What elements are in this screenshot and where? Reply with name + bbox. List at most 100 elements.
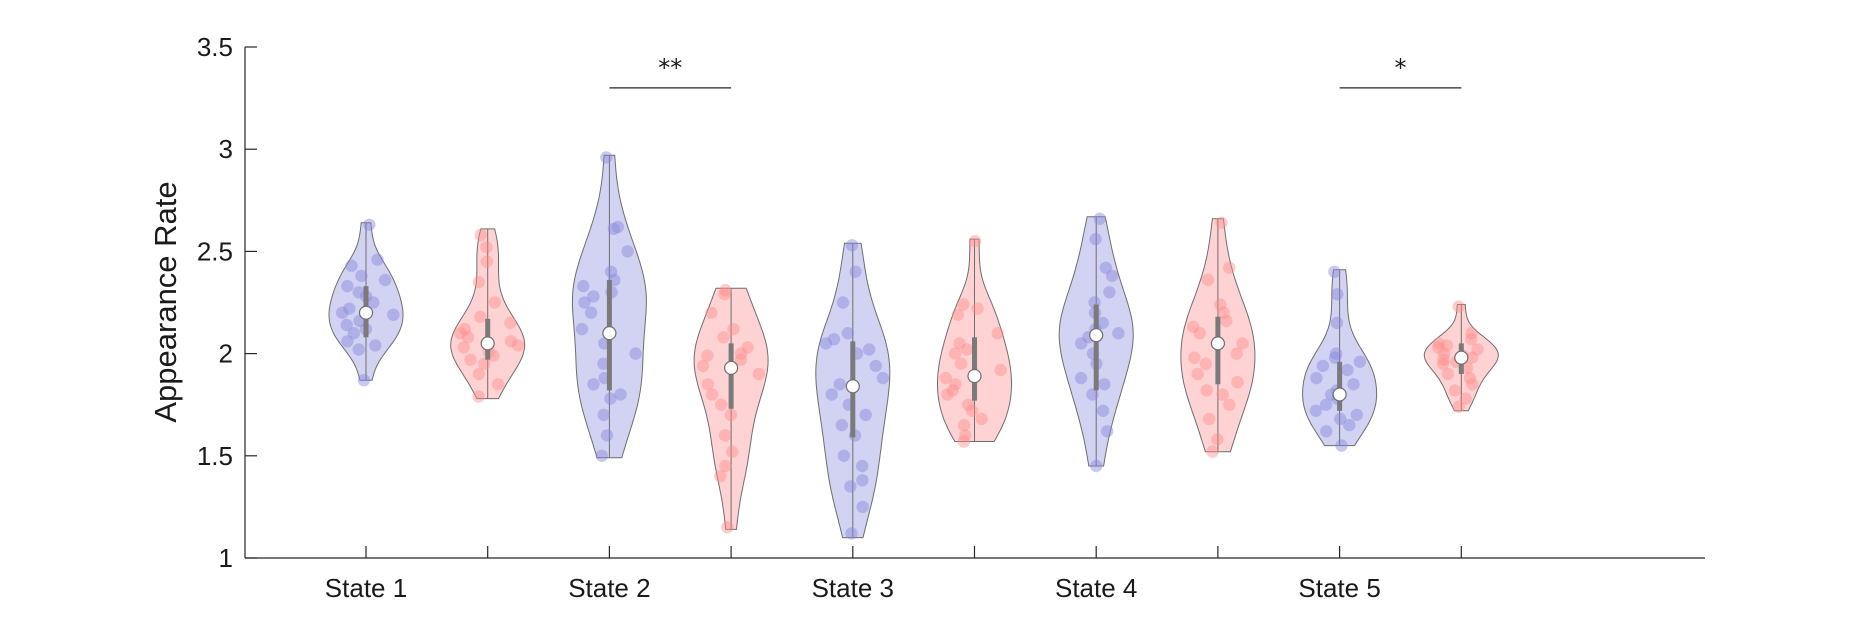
data-point [343,302,356,315]
data-point [1343,418,1356,432]
data-point [1436,357,1450,370]
data-point [607,222,621,236]
data-point [701,378,714,391]
x-category-label: State 4 [1055,573,1137,603]
data-point [575,322,589,336]
data-point [1203,412,1216,426]
data-point [844,480,857,493]
data-point [491,378,505,391]
data-point [971,302,984,315]
data-point [1220,314,1233,328]
data-point [1353,355,1367,368]
data-point [1320,425,1333,438]
data-point [951,308,965,321]
data-point [472,367,486,381]
data-point [1310,371,1323,385]
data-point [1193,327,1206,340]
data-point [487,349,500,362]
data-point [1231,376,1244,389]
data-point [472,390,485,403]
data-point [458,322,471,336]
y-tick-label: 1 [219,543,233,573]
data-point [1074,371,1088,385]
data-point [994,363,1007,377]
data-point [478,357,491,370]
data-point [957,298,970,311]
data-point [856,474,869,487]
data-point [1211,433,1224,446]
data-point [991,327,1004,340]
violin-median [723,360,739,376]
data-point [1448,384,1462,397]
data-point [1466,378,1479,391]
data-point [464,353,477,366]
data-point [1112,327,1125,340]
data-point [347,327,361,340]
data-point [457,341,470,354]
data-point [941,388,954,401]
data-point [1200,384,1213,397]
data-point [474,228,487,242]
x-category-label: State 3 [812,573,894,603]
data-point [1199,357,1213,370]
data-point [504,316,517,330]
data-point [611,220,625,234]
data-point [340,318,353,332]
data-point [1098,378,1111,391]
data-point [1316,359,1330,373]
data-point [975,412,988,426]
data-point [949,378,962,391]
data-point [953,337,966,350]
data-point [841,327,855,340]
data-point [1440,339,1454,352]
data-point [1460,361,1474,375]
data-point [357,374,371,387]
data-point [962,398,975,411]
data-point [352,343,365,356]
data-point [726,445,739,458]
data-point [856,500,869,514]
data-point [1093,212,1107,225]
data-point [1075,337,1088,350]
data-point [957,418,971,432]
data-point [836,296,850,309]
data-point [717,331,730,344]
data-point [1465,351,1479,364]
data-point [1236,337,1249,350]
data-point [1214,298,1227,311]
data-point [578,296,591,309]
y-tick-label: 1.5 [197,441,233,471]
data-point [734,353,747,366]
y-tick-label: 3.5 [197,32,233,62]
data-point [480,241,493,254]
data-point [1341,363,1354,377]
data-point [336,306,349,319]
data-point [1309,404,1323,417]
violin-median [1210,336,1226,351]
data-point [1334,412,1347,426]
data-point [1099,261,1113,274]
data-point [1465,327,1478,340]
data-point [1217,306,1230,319]
data-point [954,357,968,370]
data-point [1432,341,1445,354]
data-point [1437,353,1450,366]
data-point [960,343,974,356]
data-point [1188,351,1201,364]
data-point [939,371,952,385]
data-point [1201,273,1215,287]
data-point [1105,269,1119,283]
data-point [488,296,501,309]
data-point [577,279,590,293]
data-point [1452,300,1465,313]
data-point [1103,286,1116,299]
data-point [1471,343,1484,356]
data-point [355,269,368,283]
violin-median [480,336,495,351]
data-point [718,288,731,301]
data-point [597,357,610,370]
data-point [862,343,876,356]
data-point [1187,320,1200,334]
data-point [719,284,732,297]
violin-median [1089,328,1104,343]
